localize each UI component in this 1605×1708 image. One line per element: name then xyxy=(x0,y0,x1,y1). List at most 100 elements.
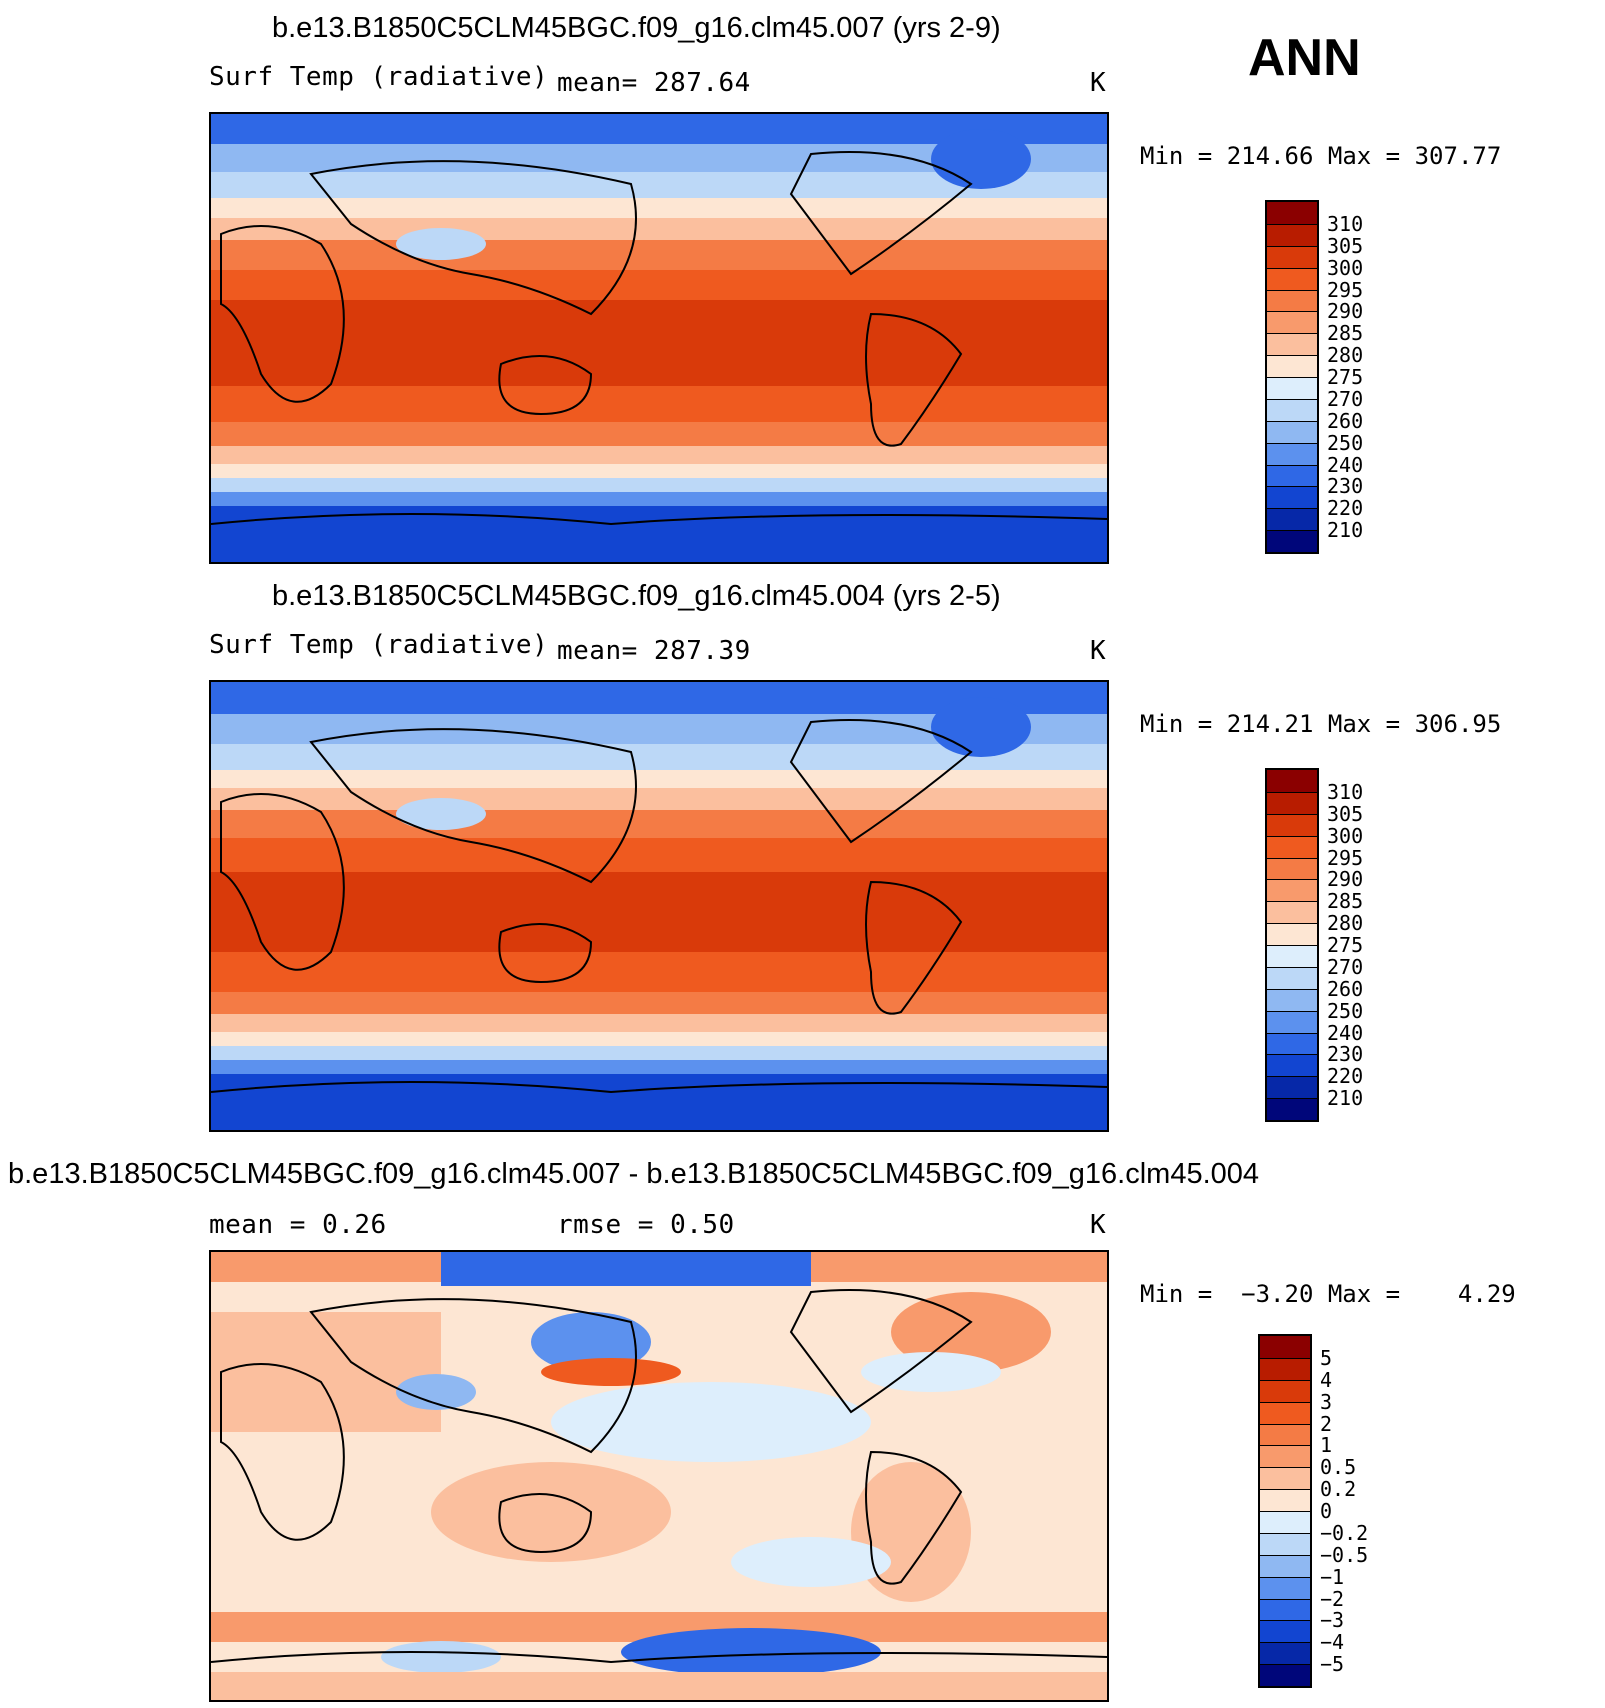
colorbar-swatch xyxy=(1260,1401,1310,1424)
panel-2-title: b.e13.B1850C5CLM45BGC.f09_g16.clm45.004 … xyxy=(272,580,1001,612)
panel-2-min-max: Min = 214.21 Max = 306.95 xyxy=(1140,710,1502,738)
panel-3-min-value: −3.20 xyxy=(1241,1280,1314,1308)
colorbar-tick-label: 285 xyxy=(1327,889,1364,914)
colorbar-swatch xyxy=(1267,923,1317,945)
panel-2-variable: Surf Temp (radiative) xyxy=(209,630,549,660)
panel-2-max-label: Max xyxy=(1327,710,1372,738)
colorbar-swatch xyxy=(1267,770,1317,792)
colorbar-swatch xyxy=(1267,813,1317,836)
panel-3-max-value: 4.29 xyxy=(1457,1280,1516,1308)
panel-2-min-label: Min xyxy=(1140,710,1184,738)
colorbar-swatch xyxy=(1267,486,1317,509)
colorbar-swatch xyxy=(1260,1336,1310,1358)
colorbar-swatch xyxy=(1267,442,1317,465)
colorbar-swatch xyxy=(1267,289,1317,312)
colorbar-tick-label: 0 xyxy=(1320,1499,1333,1523)
colorbar-tick-label: −3 xyxy=(1320,1608,1345,1633)
colorbar-swatch xyxy=(1260,1511,1310,1533)
panel-1-max-value: 307.77 xyxy=(1414,142,1502,170)
colorbar-swatch xyxy=(1260,1554,1310,1577)
panel-3-field xyxy=(211,1252,1107,1700)
panel-3-min-label: Min xyxy=(1140,1280,1184,1308)
colorbar-tick-label: 295 xyxy=(1327,277,1364,302)
colorbar-swatch xyxy=(1267,267,1317,290)
panel-3-max-label: Max xyxy=(1327,1280,1372,1308)
colorbar-swatch xyxy=(1267,1032,1317,1055)
colorbar-swatch xyxy=(1267,945,1317,967)
colorbar-tick-label: 270 xyxy=(1327,386,1364,411)
colorbar-tick-label: −1 xyxy=(1320,1564,1345,1589)
colorbar-tick-label: −0.2 xyxy=(1320,1520,1369,1545)
colorbar-swatch xyxy=(1267,202,1317,224)
colorbar-swatch xyxy=(1260,1357,1310,1380)
colorbar-tick-label: 305 xyxy=(1327,801,1364,826)
panel-1-field xyxy=(211,114,1107,562)
colorbar-swatch xyxy=(1267,879,1317,902)
panel-1-units: K xyxy=(1090,68,1107,98)
colorbar-tick-label: 260 xyxy=(1327,976,1364,1001)
colorbar-tick-label: 305 xyxy=(1327,233,1364,258)
colorbar-swatch xyxy=(1267,464,1317,487)
colorbar-swatch xyxy=(1267,355,1317,377)
colorbar-tick-label: 250 xyxy=(1327,998,1364,1023)
colorbar-swatch xyxy=(1267,530,1317,552)
colorbar-tick-label: 220 xyxy=(1327,496,1364,521)
colorbar-swatch xyxy=(1260,1467,1310,1490)
panel-1-min-label: Min xyxy=(1140,142,1184,170)
panel-3-rmse: rmse = 0.50 xyxy=(557,1210,735,1240)
colorbar-tick-label: 275 xyxy=(1327,933,1364,957)
colorbar-swatch xyxy=(1267,1076,1317,1099)
colorbar-swatch xyxy=(1267,333,1317,356)
colorbar-swatch xyxy=(1267,857,1317,880)
colorbar-swatch xyxy=(1260,1642,1310,1665)
panel-1-min-max: Min = 214.66 Max = 307.77 xyxy=(1140,142,1502,170)
colorbar-swatch xyxy=(1267,988,1317,1011)
colorbar-tick-label: −2 xyxy=(1320,1586,1345,1611)
colorbar-tick-label: 1 xyxy=(1320,1433,1333,1458)
panel-1-mean: mean= 287.64 xyxy=(557,68,751,98)
colorbar-tick-label: 280 xyxy=(1327,343,1364,368)
colorbar-swatch xyxy=(1260,1664,1310,1686)
colorbar-tick-label: 0.2 xyxy=(1320,1477,1357,1502)
panel-2-units: K xyxy=(1090,636,1107,666)
colorbar-tick-label: 0.5 xyxy=(1320,1455,1357,1480)
colorbar-tick-label: 260 xyxy=(1327,408,1364,433)
panel-1-map xyxy=(209,112,1109,564)
colorbar-swatch xyxy=(1260,1576,1310,1599)
colorbar-tick-label: 240 xyxy=(1327,1020,1364,1045)
colorbar-swatch xyxy=(1267,901,1317,924)
colorbar-tick-label: 5 xyxy=(1320,1345,1333,1370)
colorbar-tick-label: 310 xyxy=(1327,779,1364,804)
panel-3-colorbar xyxy=(1258,1334,1312,1688)
colorbar-tick-label: 210 xyxy=(1327,1086,1364,1111)
colorbar-tick-label: 280 xyxy=(1327,911,1364,936)
colorbar-swatch xyxy=(1267,377,1317,399)
colorbar-tick-label: 230 xyxy=(1327,1042,1364,1067)
colorbar-tick-label: 285 xyxy=(1327,321,1364,346)
colorbar-swatch xyxy=(1267,1010,1317,1033)
colorbar-tick-label: −4 xyxy=(1320,1630,1345,1655)
colorbar-swatch xyxy=(1267,420,1317,443)
colorbar-swatch xyxy=(1260,1620,1310,1643)
colorbar-swatch xyxy=(1267,791,1317,814)
colorbar-tick-label: 300 xyxy=(1327,255,1364,280)
panel-3-units: K xyxy=(1090,1210,1107,1240)
panel-3-mean: mean = 0.26 xyxy=(209,1210,387,1240)
colorbar-tick-label: 240 xyxy=(1327,452,1364,477)
panel-1-title: b.e13.B1850C5CLM45BGC.f09_g16.clm45.007 … xyxy=(272,12,1001,44)
colorbar-tick-label: 2 xyxy=(1320,1411,1333,1436)
colorbar-tick-label: 210 xyxy=(1327,518,1364,543)
colorbar-tick-label: −5 xyxy=(1320,1652,1345,1677)
colorbar-swatch xyxy=(1260,1423,1310,1446)
panel-2-mean: mean= 287.39 xyxy=(557,636,751,666)
colorbar-tick-label: 275 xyxy=(1327,365,1364,389)
colorbar-tick-label: 300 xyxy=(1327,823,1364,848)
colorbar-tick-label: −0.5 xyxy=(1320,1542,1369,1567)
colorbar-tick-label: 295 xyxy=(1327,845,1364,870)
panel-2-max-value: 306.95 xyxy=(1414,710,1502,738)
panel-2-colorbar xyxy=(1265,768,1319,1122)
colorbar-swatch xyxy=(1260,1445,1310,1468)
colorbar-tick-label: 290 xyxy=(1327,299,1364,324)
panel-2-field xyxy=(211,682,1107,1130)
colorbar-swatch xyxy=(1267,966,1317,989)
